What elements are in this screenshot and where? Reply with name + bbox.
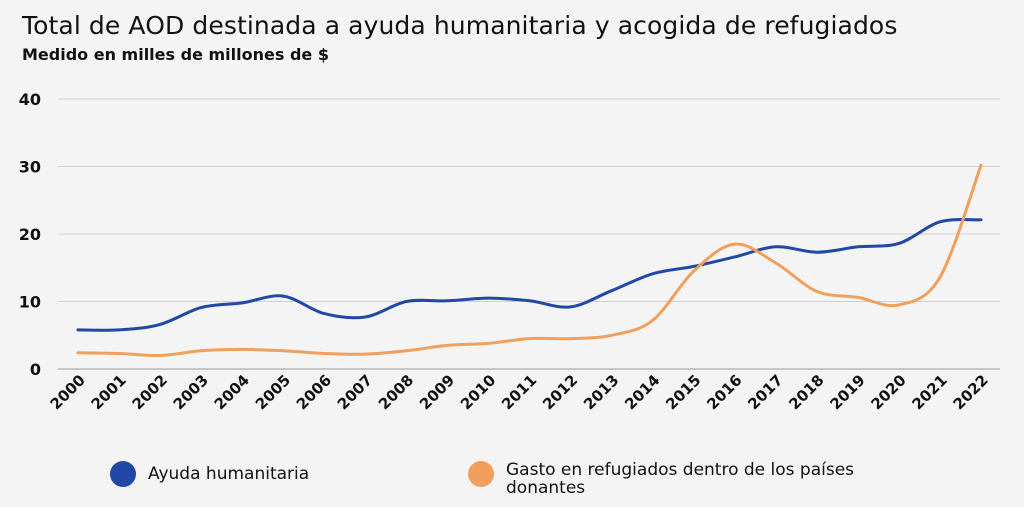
x-tick-label: 2010	[457, 371, 499, 413]
x-tick-label: 2005	[252, 371, 294, 413]
x-tick-label: 2007	[334, 371, 376, 413]
x-tick-label: 2011	[498, 371, 540, 413]
legend-item-refugiados: Gasto en refugiados dentro de los países…	[468, 461, 938, 497]
x-tick-label: 2015	[662, 371, 704, 413]
legend-label-ayuda: Ayuda humanitaria	[148, 464, 310, 484]
legend-label-refugiados: Gasto en refugiados dentro de los países…	[506, 460, 855, 498]
x-tick-label: 2006	[293, 371, 335, 413]
x-tick-label: 2019	[826, 371, 868, 413]
chart-subtitle: Medido en milles de millones de $	[22, 45, 329, 64]
x-tick-label: 2022	[950, 371, 992, 413]
x-tick-label: 2020	[867, 371, 909, 413]
y-tick-label: 20	[19, 225, 41, 244]
y-tick-label: 30	[19, 158, 41, 177]
x-tick-label: 2004	[211, 371, 253, 413]
legend-marker-ayuda	[110, 461, 136, 487]
x-tick-label: 2008	[375, 371, 417, 413]
x-tick-label: 2009	[416, 371, 458, 413]
x-tick-label: 2016	[703, 371, 745, 413]
x-tick-label: 2021	[909, 371, 951, 413]
legend-item-ayuda: Ayuda humanitaria	[110, 461, 309, 487]
series-line-ayuda-humanitaria	[76, 217, 983, 332]
x-tick-label: 2000	[47, 371, 89, 413]
y-tick-label: 10	[19, 293, 41, 312]
y-tick-label: 0	[30, 360, 41, 379]
x-tick-label: 2012	[539, 371, 581, 413]
x-tick-label: 2013	[580, 371, 622, 413]
chart-title: Total de AOD destinada a ayuda humanitar…	[22, 11, 898, 40]
series-lines	[76, 163, 983, 358]
x-tick-label: 2018	[785, 371, 827, 413]
series-line-gasto-refugiados	[76, 163, 983, 358]
y-axis-ticks: 0 10 20 30 40	[19, 90, 41, 379]
x-tick-label: 2001	[88, 371, 130, 413]
x-tick-label: 2014	[621, 371, 663, 413]
x-axis-ticks: 2000200120022003200420052006200720082009…	[47, 371, 992, 413]
x-tick-label: 2002	[129, 371, 171, 413]
y-tick-label: 40	[19, 90, 41, 109]
x-tick-label: 2017	[744, 371, 786, 413]
legend-marker-refugiados	[468, 461, 494, 487]
x-tick-label: 2003	[170, 371, 212, 413]
grid-lines	[58, 98, 1000, 370]
